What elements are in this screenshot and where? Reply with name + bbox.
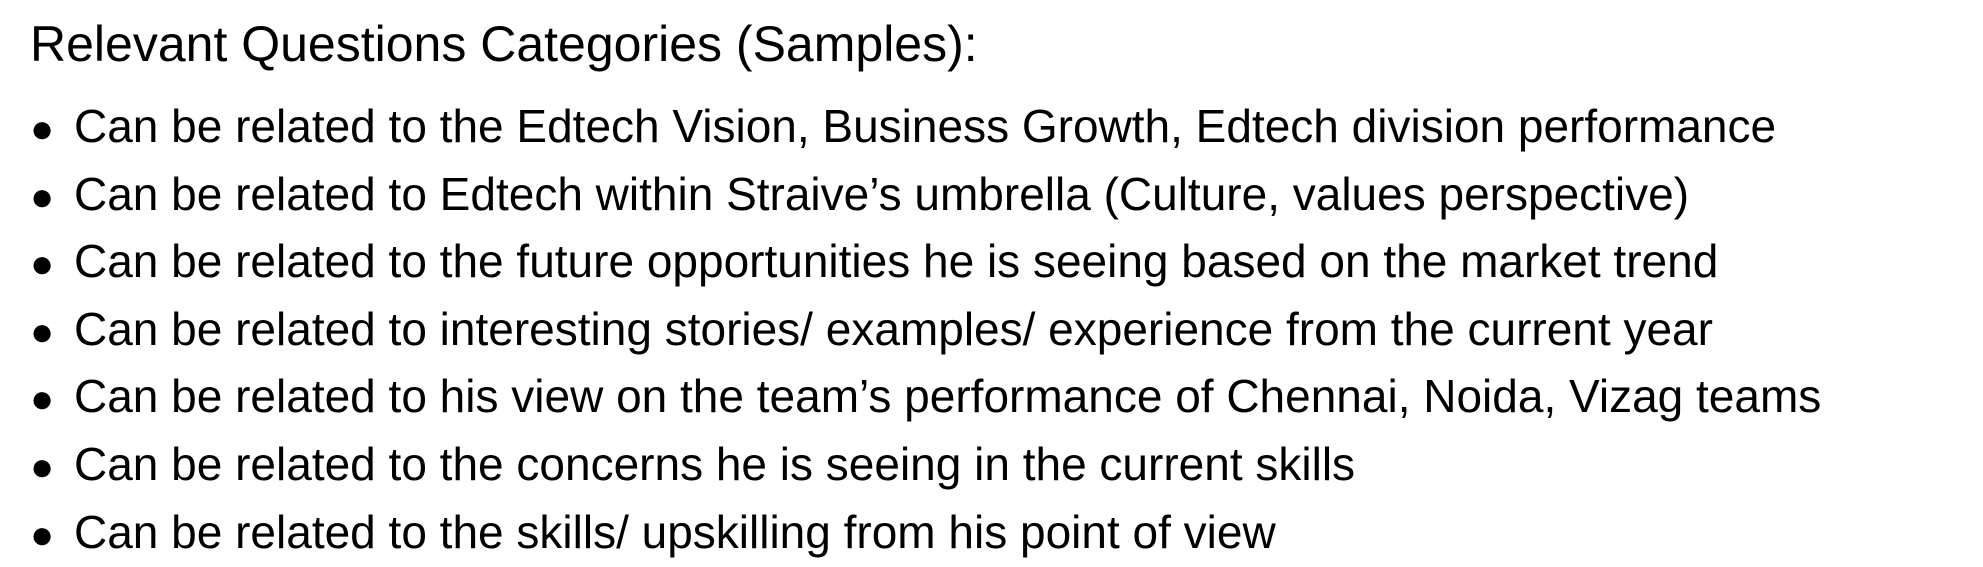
bullet-list: ● Can be related to the Edtech Vision, B… — [30, 94, 1963, 567]
bullet-icon: ● — [30, 242, 55, 287]
bullet-icon: ● — [30, 174, 55, 219]
bullet-icon: ● — [30, 377, 55, 422]
bullet-text: Can be related to his view on the team’s… — [74, 370, 1822, 423]
bullet-text: Can be related to the Edtech Vision, Bus… — [74, 100, 1777, 152]
bullet-icon: ● — [30, 309, 55, 354]
bullet-item: ● Can be related to Edtech within Straiv… — [30, 162, 1963, 230]
bullet-text: Can be related to interesting stories/ e… — [74, 302, 1713, 355]
bullet-item: ● Can be related to the concerns he is s… — [30, 432, 1963, 500]
bullet-text: Can be related to the skills/ upskilling… — [74, 505, 1276, 558]
bullet-item: ● Can be related to his view on the team… — [30, 364, 1963, 432]
bullet-item: ● Can be related to the skills/ upskilli… — [30, 500, 1963, 567]
bullet-icon: ● — [30, 107, 55, 151]
bullet-item: ● Can be related to the future opportuni… — [30, 229, 1963, 297]
bullet-item: ● Can be related to the Edtech Vision, B… — [30, 94, 1963, 162]
section-heading: Relevant Questions Categories (Samples): — [30, 16, 978, 72]
bullet-text: Can be related to Edtech within Straive’… — [74, 167, 1690, 220]
bullet-text: Can be related to the future opportuniti… — [74, 235, 1719, 288]
bullet-icon: ● — [30, 512, 55, 557]
document-page: Relevant Questions Categories (Samples):… — [30, 14, 1963, 567]
bullet-item: ● Can be related to interesting stories/… — [30, 297, 1963, 365]
bullet-text: Can be related to the concerns he is see… — [74, 437, 1356, 490]
bullet-icon: ● — [30, 444, 55, 489]
